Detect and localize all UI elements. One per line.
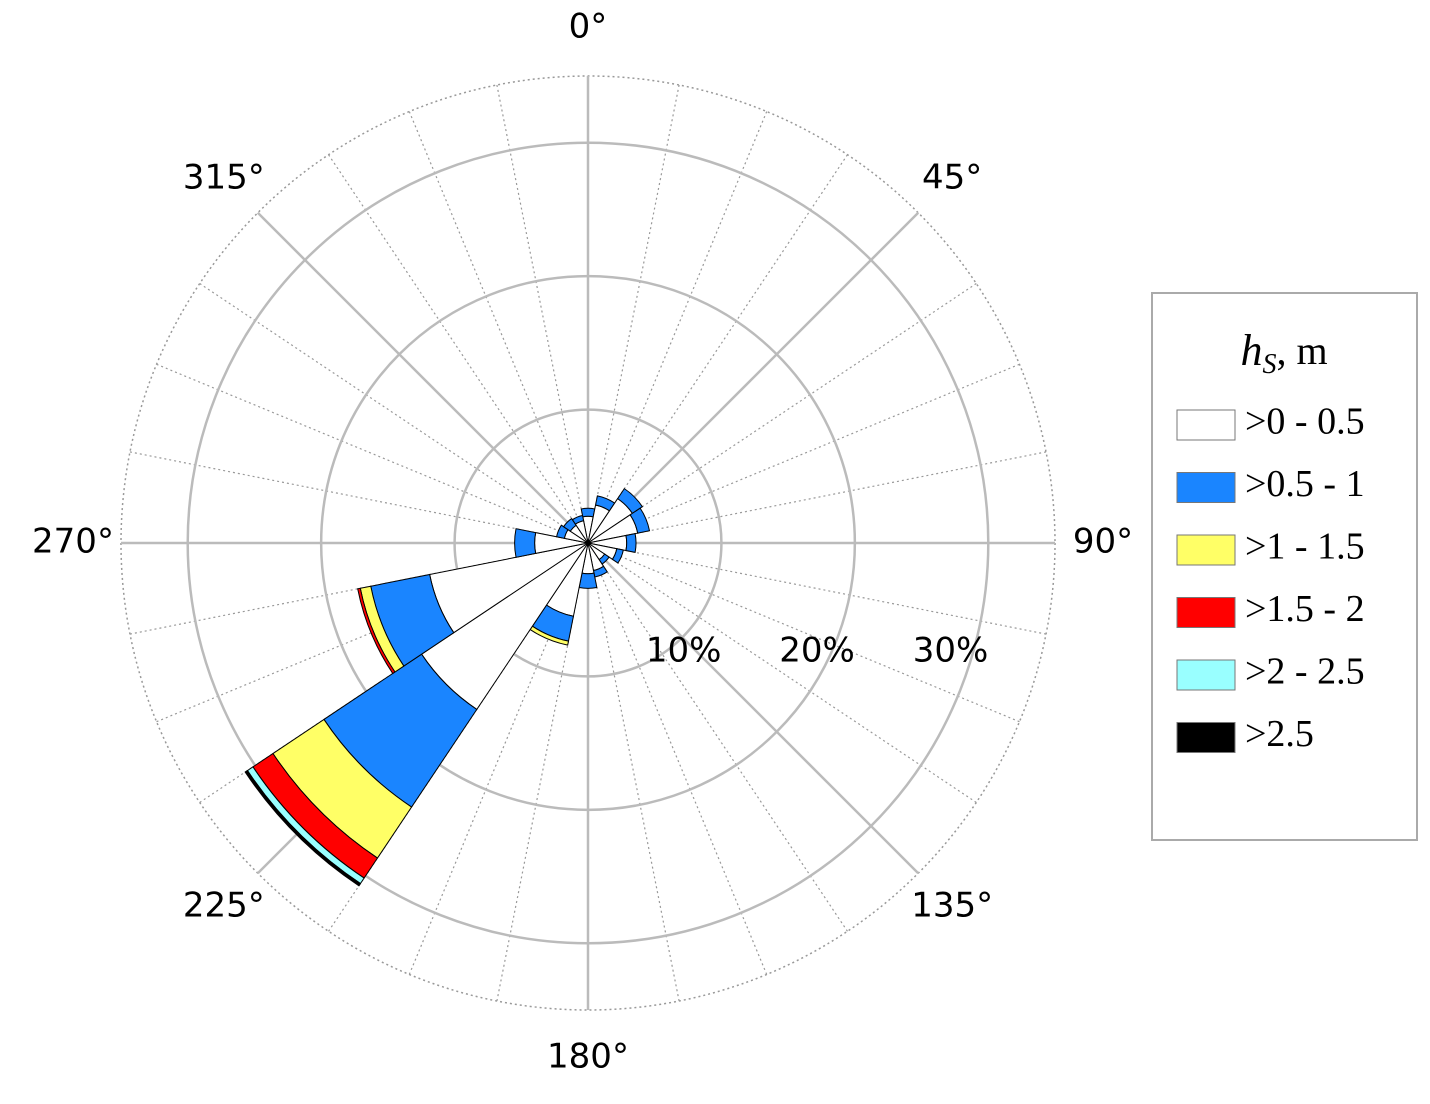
minor-spoke bbox=[199, 283, 589, 544]
theta-tick-label: 180° bbox=[547, 1037, 629, 1077]
minor-spoke bbox=[496, 84, 589, 544]
r-tick-label: 30% bbox=[913, 631, 989, 671]
r-tick-label: 20% bbox=[779, 631, 855, 671]
bars bbox=[244, 487, 651, 887]
minor-spoke bbox=[587, 154, 848, 544]
grid-spoke bbox=[587, 211, 920, 544]
minor-spoke bbox=[587, 542, 977, 803]
bar-segment bbox=[629, 507, 651, 534]
bar-segment bbox=[244, 769, 362, 887]
bar-segment bbox=[580, 507, 596, 518]
minor-spoke bbox=[587, 363, 1020, 544]
minor-spoke bbox=[587, 542, 848, 932]
theta-tick-label: 135° bbox=[911, 886, 993, 926]
minor-spoke bbox=[587, 451, 1047, 544]
minor-spoke bbox=[587, 542, 768, 975]
minor-spoke bbox=[587, 542, 680, 1002]
minor-spoke bbox=[587, 283, 977, 544]
legend-swatch bbox=[1176, 472, 1236, 503]
theta-tick-label: 315° bbox=[183, 157, 265, 197]
theta-tick-label: 225° bbox=[183, 886, 265, 926]
minor-spoke bbox=[156, 363, 589, 544]
legend-label: >1 - 1.5 bbox=[1245, 526, 1365, 568]
bar-segment bbox=[611, 548, 624, 564]
theta-tick-label: 45° bbox=[922, 157, 982, 197]
legend-label: >0.5 - 1 bbox=[1245, 463, 1365, 505]
legend-swatch bbox=[1176, 659, 1236, 691]
legend-swatch bbox=[1176, 534, 1236, 566]
labels: 10% 20% 30% 0° 45° 90° 135° 180° 225° 270° 315° bbox=[32, 7, 1133, 1077]
minor-spoke bbox=[587, 111, 768, 544]
theta-tick-label: 270° bbox=[32, 522, 114, 562]
minor-spoke bbox=[328, 154, 589, 544]
minor-spoke bbox=[587, 542, 1047, 635]
legend: >0 - 0.5 >0.5 - 1 >1 - 1.5 >1.5 - 2 >2 - 2.5… bbox=[1176, 401, 1365, 755]
legend-title-symbol: h bbox=[1240, 326, 1262, 375]
r-tick-label: 10% bbox=[646, 631, 722, 671]
bar-segment bbox=[357, 587, 396, 675]
legend-label: >2.5 bbox=[1245, 713, 1314, 755]
bar-segment bbox=[625, 533, 637, 553]
grid-spoke bbox=[256, 211, 589, 544]
legend-swatch bbox=[1176, 597, 1236, 628]
grid-spoke bbox=[587, 542, 920, 875]
minor-spoke bbox=[587, 84, 680, 544]
bar-segment bbox=[514, 528, 537, 558]
legend-label: >1.5 - 2 bbox=[1245, 588, 1365, 630]
legend-title-unit: , m bbox=[1276, 328, 1327, 373]
legend-label: >2 - 2.5 bbox=[1245, 651, 1365, 693]
legend-title: hS, m bbox=[1240, 326, 1327, 380]
legend-swatch bbox=[1176, 409, 1236, 441]
bar-segment bbox=[571, 514, 585, 525]
legend-swatch bbox=[1176, 722, 1236, 753]
legend-label: >0 - 0.5 bbox=[1245, 401, 1365, 443]
minor-spoke bbox=[408, 111, 589, 544]
legend-title-subscript: S bbox=[1262, 349, 1276, 380]
theta-tick-label: 0° bbox=[569, 7, 608, 47]
theta-tick-label: 90° bbox=[1073, 522, 1133, 562]
